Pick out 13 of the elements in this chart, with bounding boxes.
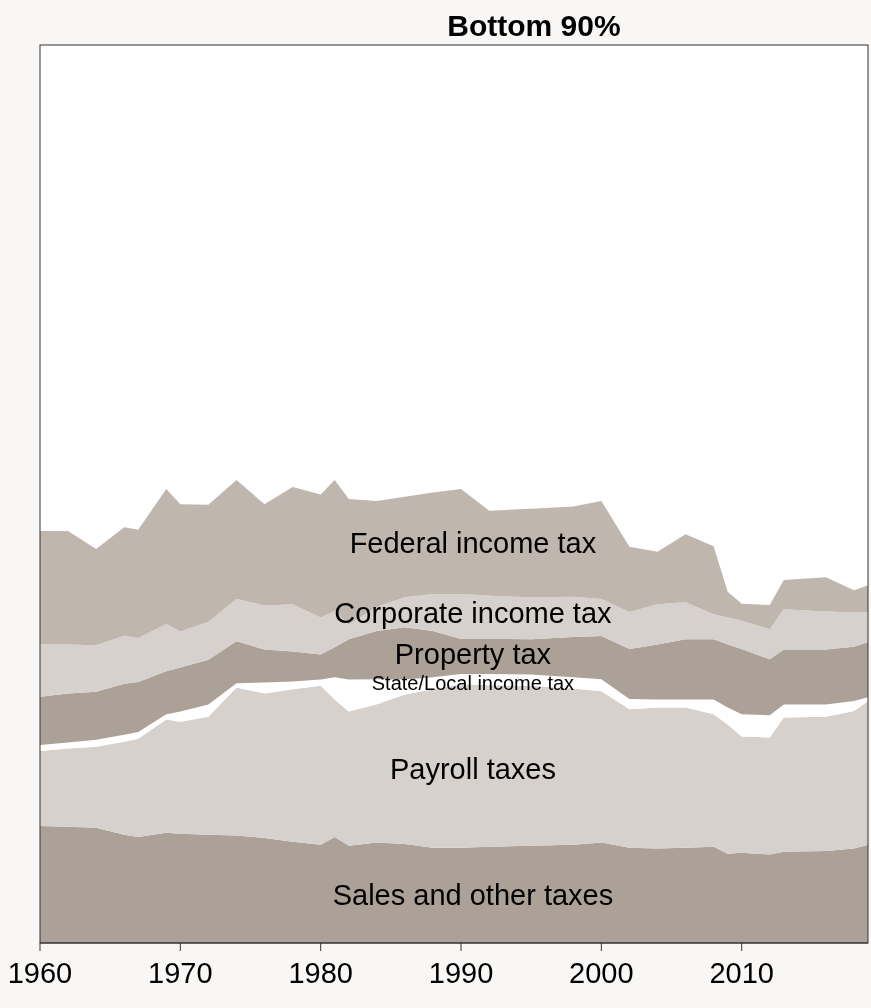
- series-label: State/Local income tax: [371, 672, 575, 695]
- series-label: Payroll taxes: [389, 752, 556, 785]
- x-tick-label: 1970: [148, 957, 213, 989]
- x-tick-label: 1980: [288, 957, 353, 989]
- x-tick-label: 2010: [709, 957, 774, 989]
- series-label: Federal income tax: [349, 527, 597, 560]
- series-label: Property tax: [394, 638, 552, 671]
- series-label: Sales and other taxes: [332, 879, 614, 912]
- series-label: Corporate income tax: [334, 596, 613, 629]
- x-tick-label: 1960: [7, 957, 73, 989]
- x-tick-label: 2000: [569, 957, 634, 989]
- x-tick-label: 1990: [428, 957, 494, 989]
- chart-title: Bottom 90%: [447, 9, 621, 42]
